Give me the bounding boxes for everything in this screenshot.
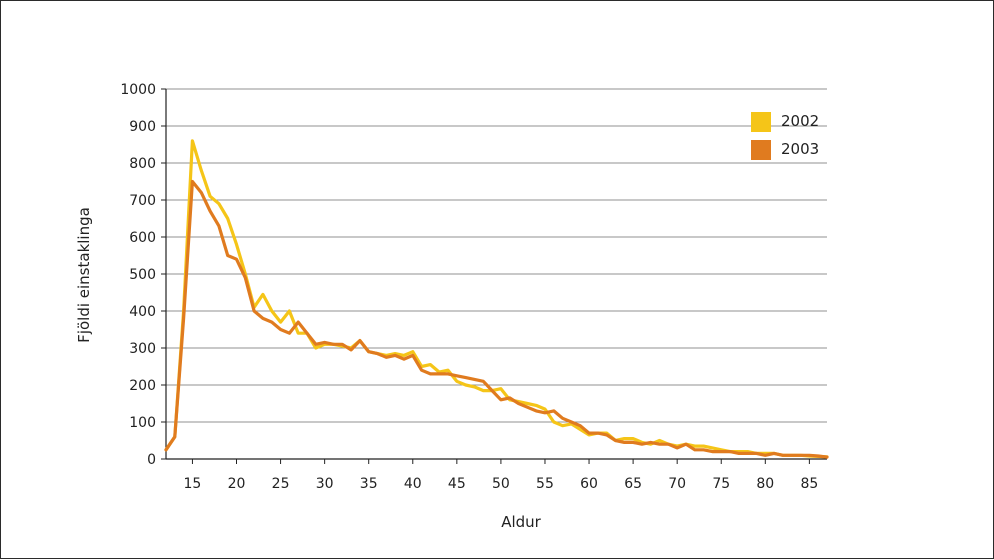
legend-label-2002: 2002	[781, 112, 819, 130]
y-tick-label-0: 0	[147, 452, 156, 468]
series-line-2003	[164, 179, 829, 459]
y-tick-label-200: 200	[129, 378, 156, 394]
series-line-2002	[164, 139, 829, 459]
x-tick-label-65: 65	[624, 476, 642, 492]
x-tick-label-70: 70	[668, 476, 686, 492]
y-tick-label-1000: 1000	[120, 82, 156, 98]
x-tick-label-35: 35	[360, 476, 378, 492]
y-tick-label-800: 800	[129, 156, 156, 172]
x-tick-label-85: 85	[800, 476, 818, 492]
legend-swatch-2002	[751, 112, 771, 132]
x-tick-label-20: 20	[228, 476, 246, 492]
y-tick-label-300: 300	[129, 341, 156, 357]
y-tick-label-500: 500	[129, 267, 156, 283]
x-tick-label-25: 25	[272, 476, 290, 492]
x-tick-label-30: 30	[316, 476, 334, 492]
x-tick-label-80: 80	[756, 476, 774, 492]
y-axis-title: Fjöldi einstaklinga	[75, 207, 93, 343]
x-tick-label-50: 50	[492, 476, 510, 492]
x-tick-label-55: 55	[536, 476, 554, 492]
y-tick-label-100: 100	[129, 415, 156, 431]
y-tick-label-700: 700	[129, 193, 156, 209]
y-tick-label-600: 600	[129, 230, 156, 246]
legend-swatch-2003	[751, 140, 771, 160]
x-tick-label-60: 60	[580, 476, 598, 492]
y-tick-label-900: 900	[129, 119, 156, 135]
y-tick-label-400: 400	[129, 304, 156, 320]
x-tick-label-40: 40	[404, 476, 422, 492]
x-tick-label-15: 15	[184, 476, 202, 492]
x-tick-label-45: 45	[448, 476, 466, 492]
x-tick-label-75: 75	[712, 476, 730, 492]
x-axis-title: Aldur	[501, 513, 541, 531]
legend-label-2003: 2003	[781, 140, 819, 158]
